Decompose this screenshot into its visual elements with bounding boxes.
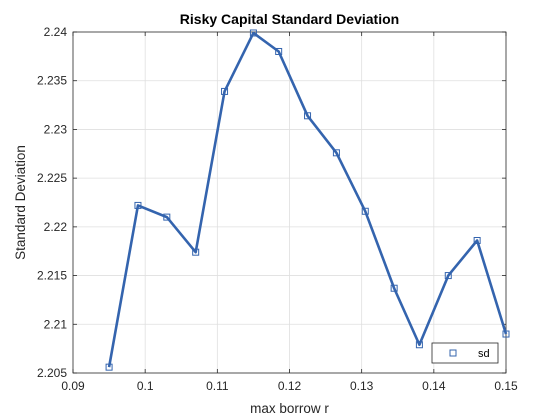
data-point-marker (249, 29, 257, 37)
y-axis-label: Standard Deviation (13, 145, 28, 260)
legend-entry-sd: sd (478, 348, 490, 360)
x-tick-label: 0.12 (278, 379, 302, 393)
data-point-marker (221, 87, 229, 95)
x-axis-label: max borrow r (250, 401, 329, 416)
data-point-marker (332, 149, 340, 157)
data-point-marker (415, 341, 423, 349)
data-point-marker (444, 272, 452, 280)
series-sd (105, 29, 510, 371)
data-point-marker (473, 236, 481, 244)
y-tick-label: 2.205 (37, 366, 67, 380)
data-point-marker (361, 207, 369, 215)
legend-box (431, 342, 499, 364)
y-tick-label: 2.235 (37, 74, 67, 88)
data-point-marker (105, 363, 113, 371)
x-tick-label: 0.14 (422, 379, 446, 393)
y-tick-label: 2.22 (44, 220, 68, 234)
y-tick-label: 2.21 (44, 317, 68, 331)
data-point-marker (390, 284, 398, 292)
ticks: 0.09 0.1 0.11 0.12 0.13 0.14 0.15 2.205 2.21 2.21… (37, 25, 518, 393)
chart-title: Risky Capital Standard Deviation (180, 11, 399, 27)
legend: sd (431, 342, 499, 364)
x-tick-label: 0.13 (350, 379, 374, 393)
data-point-marker (502, 330, 510, 338)
data-point-marker (163, 213, 171, 221)
y-tick-label: 2.215 (37, 269, 67, 283)
y-tick-label: 2.23 (44, 122, 68, 136)
grid (73, 32, 506, 373)
data-point-marker (304, 112, 312, 120)
x-tick-label: 0.09 (61, 379, 85, 393)
y-tick-label: 2.225 (37, 171, 67, 185)
x-tick-label: 0.1 (137, 379, 154, 393)
legend-marker-square (449, 349, 457, 357)
data-point-marker (134, 201, 142, 209)
y-tick-label: 2.24 (44, 25, 68, 39)
x-tick-label: 0.11 (206, 379, 229, 393)
x-tick-label: 0.15 (494, 379, 518, 393)
data-point-marker (192, 248, 200, 256)
series-line-sd (107, 31, 508, 368)
data-point-marker (275, 47, 283, 55)
